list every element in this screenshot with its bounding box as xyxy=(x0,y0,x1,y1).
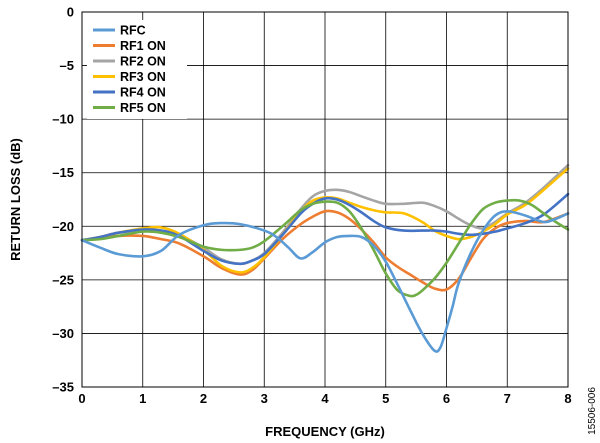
x-tick-label: 7 xyxy=(504,391,511,406)
y-tick-label: –10 xyxy=(52,112,74,127)
y-tick-label: –15 xyxy=(52,165,74,180)
legend-label-rf3-on: RF3 ON xyxy=(120,70,166,84)
series-line-rfc xyxy=(80,209,570,353)
series-line-rf5-on xyxy=(80,198,570,298)
legend-label-rf2-on: RF2 ON xyxy=(120,55,166,69)
y-tick-label: –5 xyxy=(60,58,74,73)
legend-background xyxy=(87,20,187,119)
x-tick-label: 3 xyxy=(261,391,268,406)
x-tick-label: 6 xyxy=(443,391,450,406)
x-tick-label: 5 xyxy=(382,391,389,406)
figure-id: 15506-006 xyxy=(587,387,598,435)
x-tick-label: 8 xyxy=(564,391,571,406)
x-tick-label: 0 xyxy=(78,391,85,406)
legend-label-rf5-on: RF5 ON xyxy=(120,101,166,115)
legend-label-rf1-on: RF1 ON xyxy=(120,39,166,53)
y-axis-label: RETURN LOSS (dB) xyxy=(8,138,23,261)
legend-label-rfc: RFC xyxy=(120,24,146,38)
y-tick-label: –25 xyxy=(52,272,74,287)
y-tick-label: –30 xyxy=(52,326,74,341)
plot-frame xyxy=(81,11,569,388)
x-axis-label: FREQUENCY (GHz) xyxy=(265,424,385,439)
x-tick-labels: 0 1 2 3 4 5 6 7 8 xyxy=(78,391,571,406)
legend-label-rf4-on: RF4 ON xyxy=(120,86,166,100)
x-tick-label: 4 xyxy=(321,391,329,406)
series-line-rf1-on xyxy=(80,209,570,292)
y-tick-label: –20 xyxy=(52,219,74,234)
chart-series-group xyxy=(80,163,570,353)
x-tick-label: 2 xyxy=(200,391,207,406)
y-tick-label: 0 xyxy=(67,5,74,20)
y-tick-label: –35 xyxy=(52,380,74,395)
x-tick-label: 1 xyxy=(139,391,146,406)
y-tick-labels: 0 –5 –10 –15 –20 –25 –30 –35 xyxy=(52,5,74,395)
